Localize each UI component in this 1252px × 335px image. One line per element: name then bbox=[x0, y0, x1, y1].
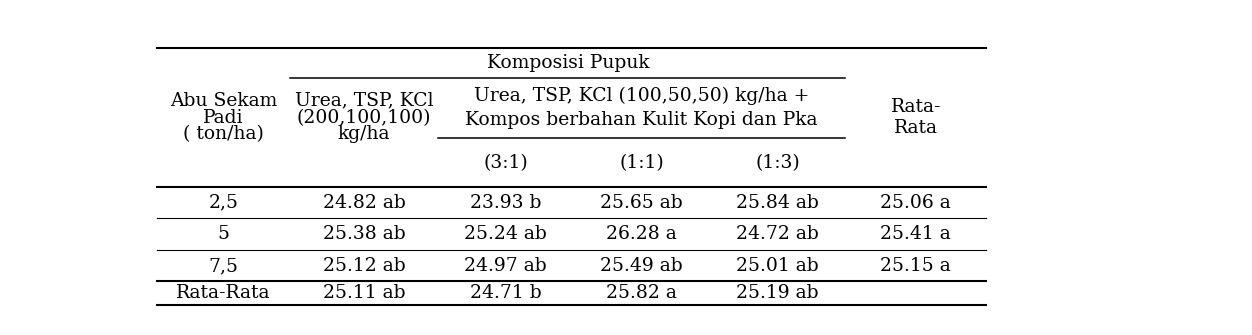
Text: 25.82 a: 25.82 a bbox=[606, 284, 677, 302]
Text: kg/ha: kg/ha bbox=[338, 125, 391, 143]
Text: Kompos berbahan Kulit Kopi dan Pka: Kompos berbahan Kulit Kopi dan Pka bbox=[466, 111, 818, 129]
Text: Abu Sekam: Abu Sekam bbox=[170, 92, 277, 110]
Text: 25.19 ab: 25.19 ab bbox=[736, 284, 819, 302]
Text: 24.72 ab: 24.72 ab bbox=[736, 225, 819, 243]
Text: 25.11 ab: 25.11 ab bbox=[323, 284, 406, 302]
Text: 26.28 a: 26.28 a bbox=[606, 225, 677, 243]
Text: (200,100,100): (200,100,100) bbox=[297, 109, 432, 127]
Text: Komposisi Pupuk: Komposisi Pupuk bbox=[487, 54, 650, 72]
Text: 25.41 a: 25.41 a bbox=[880, 225, 952, 243]
Text: Padi: Padi bbox=[203, 109, 244, 127]
Text: 7,5: 7,5 bbox=[208, 257, 238, 275]
Text: 25.84 ab: 25.84 ab bbox=[736, 194, 819, 212]
Text: Rata-: Rata- bbox=[890, 98, 942, 116]
Text: (3:1): (3:1) bbox=[483, 154, 528, 172]
Text: (1:3): (1:3) bbox=[755, 154, 800, 172]
Text: ( ton/ha): ( ton/ha) bbox=[183, 125, 264, 143]
Text: (1:1): (1:1) bbox=[620, 154, 664, 172]
Text: 24.82 ab: 24.82 ab bbox=[323, 194, 406, 212]
Text: 25.24 ab: 25.24 ab bbox=[464, 225, 547, 243]
Text: 25.12 ab: 25.12 ab bbox=[323, 257, 406, 275]
Text: Rata-Rata: Rata-Rata bbox=[177, 284, 270, 302]
Text: 25.38 ab: 25.38 ab bbox=[323, 225, 406, 243]
Text: 24.71 b: 24.71 b bbox=[470, 284, 542, 302]
Text: 25.49 ab: 25.49 ab bbox=[600, 257, 684, 275]
Text: Urea, TSP, KCl (100,50,50) kg/ha +: Urea, TSP, KCl (100,50,50) kg/ha + bbox=[475, 86, 809, 105]
Text: 24.97 ab: 24.97 ab bbox=[464, 257, 547, 275]
Text: Rata: Rata bbox=[894, 119, 938, 137]
Text: Urea, TSP, KCl: Urea, TSP, KCl bbox=[295, 92, 433, 110]
Text: 25.06 a: 25.06 a bbox=[880, 194, 952, 212]
Text: 2,5: 2,5 bbox=[208, 194, 238, 212]
Text: 25.01 ab: 25.01 ab bbox=[736, 257, 819, 275]
Text: 25.15 a: 25.15 a bbox=[880, 257, 952, 275]
Text: 5: 5 bbox=[218, 225, 229, 243]
Text: 25.65 ab: 25.65 ab bbox=[600, 194, 684, 212]
Text: 23.93 b: 23.93 b bbox=[470, 194, 542, 212]
